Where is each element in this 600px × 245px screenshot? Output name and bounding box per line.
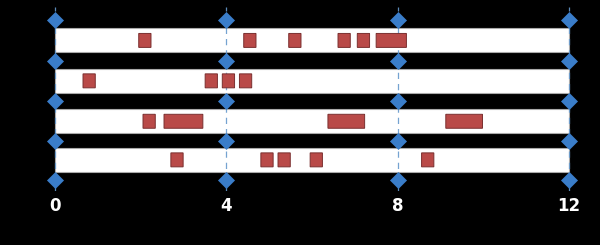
FancyBboxPatch shape (328, 114, 365, 128)
FancyBboxPatch shape (446, 114, 482, 128)
Bar (55, 69, 569, 93)
FancyBboxPatch shape (422, 153, 434, 167)
FancyBboxPatch shape (164, 114, 203, 128)
FancyBboxPatch shape (83, 74, 95, 88)
FancyBboxPatch shape (171, 153, 183, 167)
FancyBboxPatch shape (357, 34, 370, 48)
FancyBboxPatch shape (139, 34, 151, 48)
FancyBboxPatch shape (289, 34, 301, 48)
FancyBboxPatch shape (143, 114, 155, 128)
Bar (55, 109, 569, 133)
FancyBboxPatch shape (239, 74, 252, 88)
FancyBboxPatch shape (338, 34, 350, 48)
FancyBboxPatch shape (376, 34, 406, 48)
FancyBboxPatch shape (310, 153, 322, 167)
FancyBboxPatch shape (278, 153, 290, 167)
FancyBboxPatch shape (205, 74, 217, 88)
Bar (55, 148, 569, 172)
FancyBboxPatch shape (244, 34, 256, 48)
FancyBboxPatch shape (261, 153, 273, 167)
FancyBboxPatch shape (222, 74, 235, 88)
Bar (55, 28, 569, 52)
